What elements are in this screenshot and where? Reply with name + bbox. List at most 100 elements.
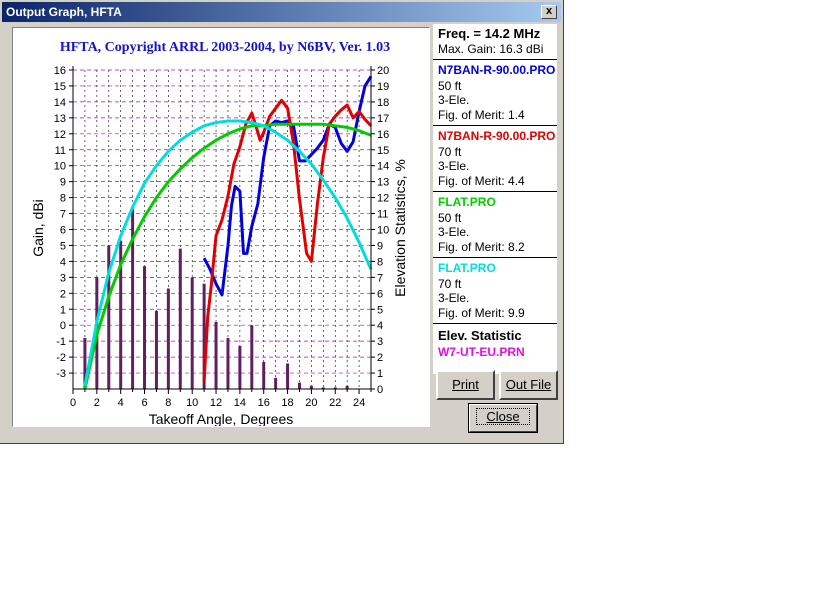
elevation-bar xyxy=(154,310,158,389)
y2-tick-label: 10 xyxy=(377,225,389,237)
legend-entry-2-type: 3-Ele. xyxy=(438,159,470,173)
x-tick-label: 16 xyxy=(258,397,270,409)
y2-tick-label: 11 xyxy=(377,209,388,221)
y-tick-label: -3 xyxy=(56,368,66,380)
x-axis-label: Takeoff Angle, Degrees xyxy=(149,411,294,426)
y-tick-label: 11 xyxy=(55,145,66,157)
x-tick-label: 22 xyxy=(329,397,341,409)
print-button[interactable]: Print xyxy=(436,370,495,400)
y2-tick-label: 6 xyxy=(377,288,383,300)
y-tick-label: 13 xyxy=(54,113,66,125)
elevation-bar xyxy=(262,361,266,389)
elevation-statistic-heading: Elev. Statistic xyxy=(438,328,522,343)
y2-tick-label: 13 xyxy=(377,177,389,189)
y2-tick-label: 12 xyxy=(377,193,389,205)
legend-entry-2-height: 70 ft xyxy=(438,145,462,159)
legend-divider xyxy=(433,125,557,126)
y2-tick-label: 17 xyxy=(377,113,389,125)
legend-divider xyxy=(433,191,557,192)
window-title: Output Graph, HFTA xyxy=(6,5,122,19)
elevation-bar xyxy=(202,283,206,389)
elevation-bar xyxy=(83,337,87,389)
elevation-bar xyxy=(131,208,135,389)
elevation-statistic-file: W7-UT-EU.PRN xyxy=(438,345,525,359)
y2-tick-label: 20 xyxy=(377,65,389,77)
y-tick-label: 12 xyxy=(54,129,66,141)
y-tick-label: 7 xyxy=(60,209,66,221)
y2-tick-label: 3 xyxy=(377,336,383,348)
out-file-button[interactable]: Out File xyxy=(499,370,558,400)
y2-tick-label: 4 xyxy=(377,320,383,332)
legend-divider xyxy=(433,323,557,324)
y-tick-label: 2 xyxy=(60,288,66,300)
legend-entry-3-name: FLAT.PRO xyxy=(438,195,496,209)
y-tick-label: 4 xyxy=(60,256,66,268)
output-graph-window: Output Graph, HFTA x HFTA, Copyright ARR… xyxy=(0,0,564,444)
y2-tick-label: 18 xyxy=(377,97,389,109)
y2-tick-label: 2 xyxy=(377,352,383,364)
y2-tick-label: 19 xyxy=(377,81,389,93)
y-tick-label: 9 xyxy=(60,177,66,189)
legend-panel: Freq. = 14.2 MHz Max. Gain: 16.3 dBi N7B… xyxy=(433,24,557,374)
elevation-bar xyxy=(250,325,254,389)
legend-entry-2-name: N7BAN-R-90.00.PRO xyxy=(438,129,556,143)
elevation-bar xyxy=(214,322,218,389)
y2-tick-label: 8 xyxy=(377,256,383,268)
x-tick-label: 14 xyxy=(234,397,246,409)
x-tick-label: 6 xyxy=(141,397,147,409)
print-button-label: Print xyxy=(452,377,479,392)
y-tick-label: 5 xyxy=(60,240,66,252)
elevation-bar xyxy=(166,288,170,389)
legend-entry-1-name: N7BAN-R-90.00.PRO xyxy=(438,63,556,77)
elevation-bar xyxy=(297,382,301,389)
elevation-bar xyxy=(143,266,147,389)
x-tick-label: 4 xyxy=(118,397,124,409)
y-tick-label: 1 xyxy=(60,304,66,316)
elevation-bar xyxy=(119,240,123,389)
x-tick-label: 20 xyxy=(305,397,317,409)
legend-entry-3-merit: Fig. of Merit: 8.2 xyxy=(438,240,525,254)
elevation-bar xyxy=(107,245,111,389)
y2-tick-label: 15 xyxy=(377,145,389,157)
frequency-label: Freq. = 14.2 MHz xyxy=(438,26,541,41)
y-tick-label: 0 xyxy=(60,320,66,332)
elevation-bar xyxy=(178,248,182,389)
x-tick-label: 24 xyxy=(353,397,365,409)
legend-entry-4-merit: Fig. of Merit: 9.9 xyxy=(438,306,525,320)
gain-series-line-2 xyxy=(202,98,373,382)
y2-tick-label: 14 xyxy=(377,161,389,173)
legend-entry-4-height: 70 ft xyxy=(438,277,462,291)
y2-tick-label: 5 xyxy=(377,304,383,316)
legend-entry-4-name: FLAT.PRO xyxy=(438,261,496,275)
close-button[interactable]: Close xyxy=(468,403,538,433)
gain-chart: HFTA, Copyright ARRL 2003-2004, by N6BV,… xyxy=(30,40,408,427)
y2-tick-label: 0 xyxy=(377,384,383,396)
y-axis-label: Gain, dBi xyxy=(30,199,46,257)
y-tick-label: 10 xyxy=(54,161,66,173)
y2-tick-label: 9 xyxy=(377,240,383,252)
legend-entry-3-type: 3-Ele. xyxy=(438,225,470,239)
elevation-bar xyxy=(274,377,278,389)
gain-series-line-1 xyxy=(202,75,373,297)
x-tick-label: 8 xyxy=(165,397,171,409)
gain-series-line-4 xyxy=(83,119,373,387)
close-window-button[interactable]: x xyxy=(541,5,557,19)
legend-entry-4-type: 3-Ele. xyxy=(438,291,470,305)
y-tick-label: 15 xyxy=(54,81,66,93)
x-tick-label: 10 xyxy=(186,397,198,409)
elevation-bar xyxy=(321,387,325,389)
y-tick-label: 8 xyxy=(60,193,66,205)
legend-entry-1-height: 50 ft xyxy=(438,79,462,93)
close-button-label: Close xyxy=(476,408,530,425)
title-bar[interactable]: Output Graph, HFTA x xyxy=(2,2,561,22)
x-tick-label: 0 xyxy=(70,397,76,409)
legend-entry-1-type: 3-Ele. xyxy=(438,93,470,107)
y-tick-label: 6 xyxy=(60,225,66,237)
y2-tick-label: 1 xyxy=(377,368,383,380)
y2-axis-label: Elevation Statistics, % xyxy=(392,159,408,297)
max-gain-label: Max. Gain: 16.3 dBi xyxy=(438,42,544,56)
legend-entry-3-height: 50 ft xyxy=(438,211,462,225)
y-tick-label: -1 xyxy=(56,336,66,348)
y-tick-label: 16 xyxy=(54,65,66,77)
elevation-bar xyxy=(345,385,349,389)
